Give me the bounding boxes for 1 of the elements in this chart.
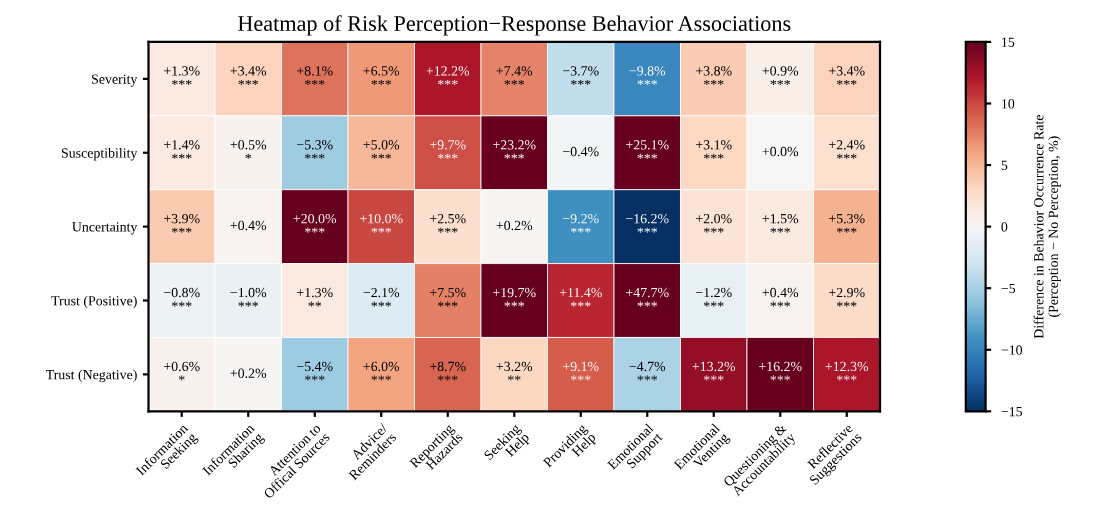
chart-title: Heatmap of Risk Perception−Response Behavior Associations bbox=[237, 15, 791, 36]
